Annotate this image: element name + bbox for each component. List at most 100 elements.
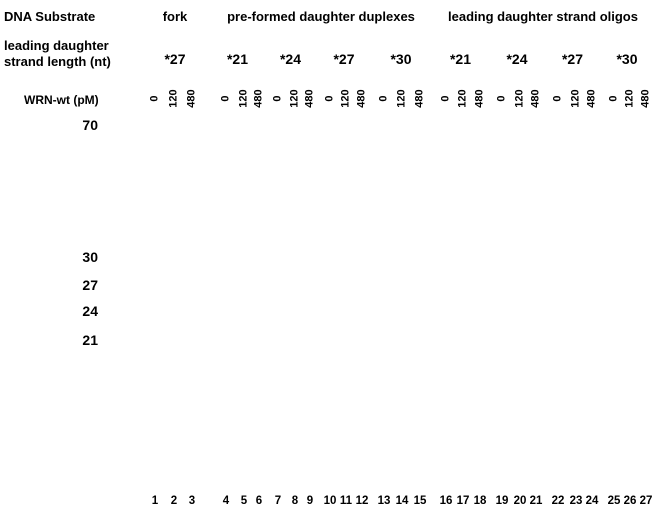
gel-band	[570, 164, 582, 168]
gel-band	[584, 279, 600, 285]
gel-band	[395, 250, 409, 254]
gel-band	[271, 297, 285, 301]
gel-band	[302, 311, 318, 317]
gel-band	[287, 311, 303, 317]
gel-band	[455, 336, 471, 346]
gel-band	[185, 357, 199, 361]
size-marker-label: 21	[82, 332, 98, 348]
concentration-label: 480	[413, 89, 426, 108]
gel-band	[412, 264, 428, 270]
lane-number: 1	[151, 495, 159, 507]
gel-band	[237, 329, 251, 333]
concentration-label: 0	[495, 95, 508, 102]
length-label: *24	[506, 51, 528, 67]
lane-number: 18	[473, 495, 487, 507]
lane-number: 22	[551, 495, 565, 507]
concentration-label: 0	[377, 95, 390, 102]
lane-number: 11	[339, 495, 353, 507]
gel-band	[550, 270, 566, 280]
gel-band	[640, 196, 652, 200]
lane-number: 7	[274, 495, 282, 507]
gel-band	[624, 180, 636, 184]
gel-band	[167, 339, 181, 343]
gel-band	[322, 287, 338, 293]
lane-number: 19	[495, 495, 509, 507]
gel-band	[185, 448, 199, 452]
gel-band	[167, 333, 181, 337]
lane-number: 17	[456, 495, 470, 507]
gel-band	[185, 339, 199, 343]
gel-band	[640, 212, 652, 216]
gel-band	[167, 468, 181, 472]
gel-band	[185, 297, 199, 301]
gel-band	[607, 230, 621, 234]
gel-band	[570, 220, 582, 224]
gel-band	[552, 212, 564, 216]
gel-band	[552, 220, 564, 224]
gel-band	[167, 345, 181, 349]
length-label: *27	[561, 51, 584, 67]
gel-background	[140, 106, 658, 496]
lane-number: 24	[585, 495, 599, 507]
length-label: *21	[226, 51, 249, 67]
gel-band	[570, 172, 582, 176]
gel-band	[147, 128, 163, 132]
length-label: *27	[164, 51, 186, 67]
lane-number: 4	[222, 495, 230, 507]
gel-band	[338, 287, 354, 293]
lane-number: 20	[513, 495, 527, 507]
gel-band	[167, 386, 181, 390]
length-label: *30	[390, 51, 412, 67]
gel-band	[472, 345, 488, 351]
concentration-label: 480	[185, 89, 198, 108]
gel-band	[185, 327, 199, 331]
gel-band	[219, 329, 233, 333]
gel-band	[167, 351, 181, 355]
gel-band	[624, 204, 636, 208]
gel-band	[552, 156, 564, 160]
gel-band	[528, 301, 544, 311]
gel-band	[638, 231, 654, 241]
concentration-label: 480	[639, 89, 652, 108]
gel-band	[624, 164, 636, 168]
lane-number: 14	[395, 495, 409, 507]
gel-band	[394, 264, 410, 270]
gel-band	[606, 235, 622, 245]
lane-number: 13	[377, 495, 391, 507]
gel-band	[640, 148, 652, 152]
concentration-label: 120	[513, 89, 526, 108]
gel-band	[413, 250, 427, 254]
lane-number: 9	[306, 495, 314, 507]
gel-band	[252, 329, 266, 333]
gel-band	[288, 297, 302, 301]
gel-band	[438, 345, 454, 351]
lane-group-separators	[209, 110, 601, 484]
gel-band	[608, 148, 620, 152]
gel-band	[472, 336, 488, 346]
gel-band	[608, 212, 620, 216]
gel-band	[303, 297, 317, 301]
size-marker-ticks	[116, 124, 140, 341]
lane-number: 12	[355, 495, 369, 507]
gel-band	[167, 297, 181, 301]
gel-band	[185, 410, 199, 414]
gel-band	[586, 188, 598, 192]
gel-band	[354, 278, 370, 288]
gel-band	[167, 315, 181, 319]
gel-band	[167, 418, 181, 422]
gel-band	[552, 204, 564, 208]
gel-band	[586, 164, 598, 168]
gel-band	[167, 291, 181, 295]
gel-band	[570, 148, 582, 152]
gel-band	[185, 386, 199, 390]
gel-band	[251, 343, 267, 349]
size-marker-label: 24	[82, 303, 98, 319]
group-label-leading-oligos: leading daughter strand oligos	[448, 9, 638, 24]
gel-band	[608, 164, 620, 168]
gel-band	[185, 333, 199, 337]
gel-band	[394, 255, 410, 265]
concentration-label: 120	[288, 89, 301, 108]
gel-band	[586, 156, 598, 160]
gel-band	[640, 180, 652, 184]
gel-band	[184, 128, 200, 132]
